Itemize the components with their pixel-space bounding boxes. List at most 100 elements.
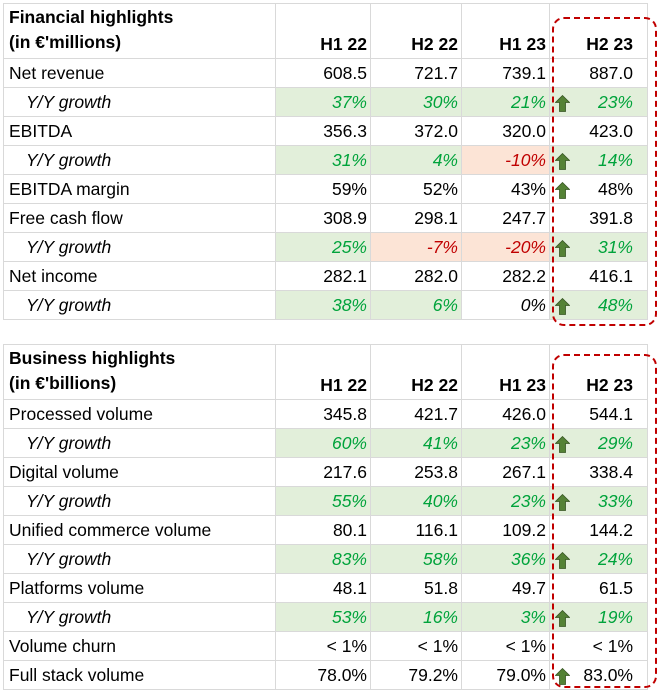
row-label: Platforms volume <box>3 573 276 603</box>
value-text: 79.2% <box>408 664 458 685</box>
value-cell: 55% <box>275 486 371 516</box>
value-text: 421.7 <box>414 403 458 424</box>
row-label: Digital volume <box>3 457 276 487</box>
value-cell: 37% <box>275 87 371 117</box>
value-cell: 21% <box>461 87 550 117</box>
value-cell: 608.5 <box>275 58 371 88</box>
row-label: Unified commerce volume <box>3 515 276 545</box>
header-row: Financial highlights (in €'millions) H1 22… <box>3 3 648 59</box>
value-text: 3% <box>520 606 546 627</box>
section-title-line2: (in €'millions) <box>9 32 122 52</box>
growth-row: Y/Y growth 31% 4% -10% 14% <box>3 145 648 175</box>
up-arrow-icon <box>555 610 570 627</box>
metric-row: EBITDA margin 59% 52% 43% 48% <box>3 174 648 204</box>
value-cell: 23% <box>461 486 550 516</box>
value-cell: 282.1 <box>275 261 371 291</box>
row-label: Y/Y growth <box>3 602 276 632</box>
value-cell: 416.1 <box>549 261 648 291</box>
value-cell: 83.0% <box>549 660 648 690</box>
row-label: Free cash flow <box>3 203 276 233</box>
value-text: 83.0% <box>583 664 633 685</box>
value-text: 144.2 <box>589 519 633 540</box>
up-arrow-icon <box>555 95 570 112</box>
value-text: 282.0 <box>414 265 458 286</box>
value-text: 267.1 <box>502 461 546 482</box>
value-cell: 25% <box>275 232 371 262</box>
value-text: 31% <box>597 236 633 257</box>
value-cell: -20% <box>461 232 550 262</box>
value-cell: -7% <box>370 232 462 262</box>
growth-row: Y/Y growth 37% 30% 21% 23% <box>3 87 648 117</box>
value-cell: 116.1 <box>370 515 462 545</box>
value-cell: 80.1 <box>275 515 371 545</box>
period-header: H2 23 <box>549 3 648 59</box>
growth-row: Y/Y growth 60% 41% 23% 29% <box>3 428 648 458</box>
value-text: < 1% <box>326 635 367 656</box>
value-cell: 38% <box>275 290 371 320</box>
section-title-line1: Business highlights <box>9 348 176 368</box>
value-text: 345.8 <box>323 403 367 424</box>
section-title: Business highlights (in €'billions) <box>3 344 276 400</box>
value-text: 721.7 <box>414 62 458 83</box>
value-cell: 24% <box>549 544 648 574</box>
value-text: -10% <box>505 149 546 170</box>
row-label: EBITDA <box>3 116 276 146</box>
value-cell: 52% <box>370 174 462 204</box>
section-title: Financial highlights (in €'millions) <box>3 3 276 59</box>
value-text: 79.0% <box>496 664 546 685</box>
value-cell: 31% <box>275 145 371 175</box>
value-cell: 6% <box>370 290 462 320</box>
value-text: 43% <box>510 178 546 199</box>
value-text: 49.7 <box>511 577 546 598</box>
value-cell: 356.3 <box>275 116 371 146</box>
value-cell: 109.2 <box>461 515 550 545</box>
value-text: 0% <box>520 294 546 315</box>
value-text: 887.0 <box>589 62 633 83</box>
value-text: 78.0% <box>317 664 367 685</box>
value-cell: -10% <box>461 145 550 175</box>
value-cell: 58% <box>370 544 462 574</box>
value-text: 253.8 <box>414 461 458 482</box>
value-cell: 79.2% <box>370 660 462 690</box>
value-cell: < 1% <box>370 631 462 661</box>
value-text: < 1% <box>592 635 633 656</box>
period-header: H1 23 <box>461 3 550 59</box>
value-text: 30% <box>422 91 458 112</box>
value-text: 33% <box>597 490 633 511</box>
period-header: H2 22 <box>370 3 462 59</box>
value-text: 298.1 <box>414 207 458 228</box>
value-text: 109.2 <box>502 519 546 540</box>
value-cell: < 1% <box>275 631 371 661</box>
value-text: 282.1 <box>323 265 367 286</box>
value-cell: 372.0 <box>370 116 462 146</box>
value-text: -7% <box>426 236 458 257</box>
value-text: 23% <box>510 490 546 511</box>
section-title-line2: (in €'billions) <box>9 373 117 393</box>
value-text: 83% <box>331 548 367 569</box>
value-cell: 4% <box>370 145 462 175</box>
value-cell: 338.4 <box>549 457 648 487</box>
value-text: 21% <box>510 91 546 112</box>
metric-row: Digital volume 217.6 253.8 267.1 338.4 <box>3 457 648 487</box>
value-text: 217.6 <box>323 461 367 482</box>
header-row: Business highlights (in €'billions) H1 22 H… <box>3 344 648 400</box>
row-label: Y/Y growth <box>3 486 276 516</box>
value-cell: 30% <box>370 87 462 117</box>
value-cell: 247.7 <box>461 203 550 233</box>
value-text: 48% <box>597 178 633 199</box>
value-cell: 544.1 <box>549 399 648 429</box>
value-text: 55% <box>331 490 367 511</box>
value-cell: 144.2 <box>549 515 648 545</box>
value-cell: 0% <box>461 290 550 320</box>
value-text: 372.0 <box>414 120 458 141</box>
value-cell: 36% <box>461 544 550 574</box>
row-label: Y/Y growth <box>3 232 276 262</box>
value-text: 416.1 <box>589 265 633 286</box>
value-text: 544.1 <box>589 403 633 424</box>
value-cell: 48% <box>549 174 648 204</box>
value-cell: 83% <box>275 544 371 574</box>
value-cell: 267.1 <box>461 457 550 487</box>
growth-row: Y/Y growth 25% -7% -20% 31% <box>3 232 648 262</box>
value-text: 24% <box>597 548 633 569</box>
row-label: Full stack volume <box>3 660 276 690</box>
